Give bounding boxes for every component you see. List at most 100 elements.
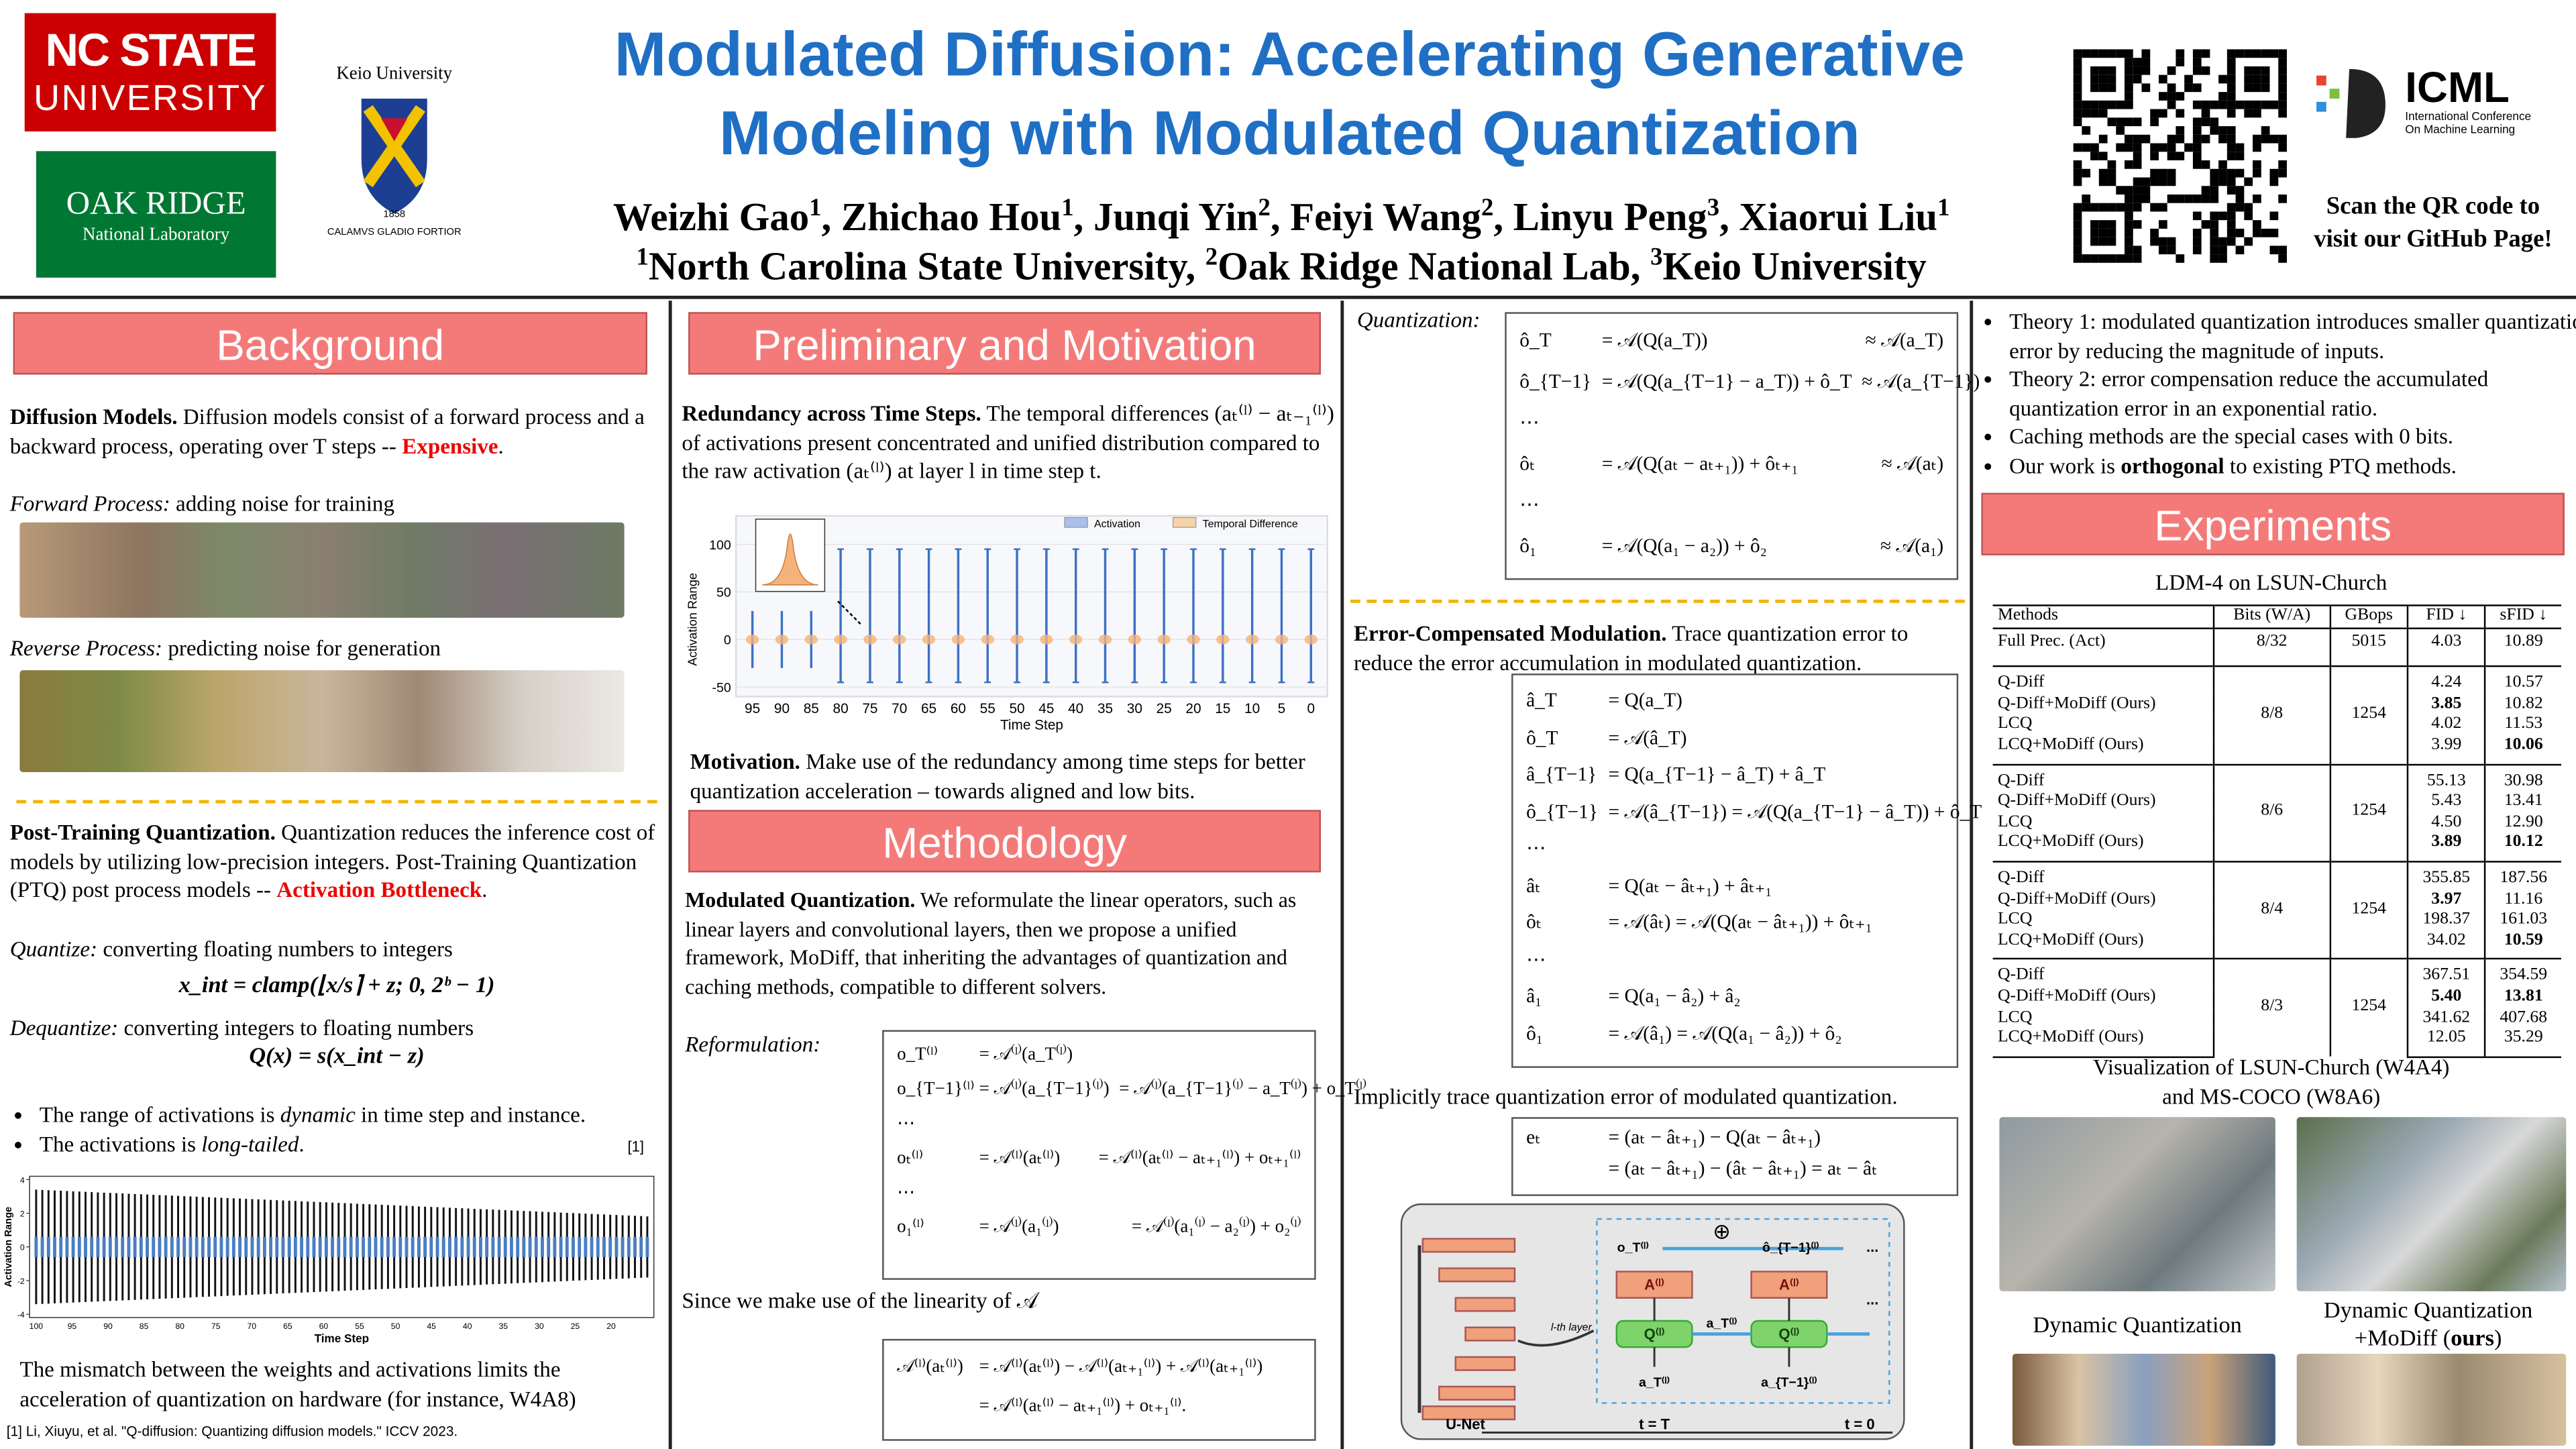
bullet: The range of activations is dynamic in t… xyxy=(40,1101,664,1130)
qr-module xyxy=(2278,92,2287,101)
affiliation-mark: 2 xyxy=(1205,244,1218,272)
equation-part: ô₁ xyxy=(1526,1021,1544,1044)
logo-text: National Laboratory xyxy=(83,225,230,245)
equation-part: = 𝒜(âₜ) = 𝒜(Q(aₜ − âₜ₊₁)) + ôₜ₊₁ xyxy=(1608,910,1872,934)
violin-box xyxy=(53,1236,56,1257)
separator: , xyxy=(821,197,841,240)
equation-part: eₜ xyxy=(1526,1125,1541,1148)
violin-box xyxy=(349,1236,353,1257)
data-row: Q-Diff 8/3 1254 367.51 354.59 xyxy=(1992,958,2561,1057)
violin-box xyxy=(59,1236,63,1257)
qr-module xyxy=(2090,254,2099,263)
sfid-cell: 35.29 xyxy=(2484,1028,2561,1058)
qr-module xyxy=(2201,134,2210,144)
section-heading: Preliminary and Motivation xyxy=(688,312,1321,375)
qr-module xyxy=(2133,117,2142,127)
y-tick-label: 2 xyxy=(20,1209,25,1218)
unet-block xyxy=(1421,1238,1516,1253)
formula: x_int = clamp(⌊x/s⌉ + z; 0, 2ᵇ − 1) xyxy=(178,974,495,999)
fid-cell: 3.85 xyxy=(2407,694,2485,716)
equation-line: â_T = Q(a_T) xyxy=(1526,682,1943,718)
qr-module xyxy=(2107,160,2116,169)
qr-module xyxy=(2141,177,2151,186)
qr-module xyxy=(2269,168,2279,178)
qr-module xyxy=(2082,143,2091,152)
data-row: Q-Diff+MoDiff (Ours) 3.97 11.16 xyxy=(1993,890,2561,911)
data-row: LCQ+MoDiff (Ours) 12.05 35.29 xyxy=(1992,1028,2561,1058)
violin-box xyxy=(441,1236,445,1257)
qr-module xyxy=(2098,49,2108,58)
separator: , xyxy=(1185,246,1205,290)
qr-module xyxy=(2150,228,2159,237)
violin-box xyxy=(541,1236,544,1257)
bullet: Caching methods are the special cases wi… xyxy=(2009,422,2576,451)
diff-violin xyxy=(951,634,965,645)
equation-part: = (aₜ − âₜ₊₁) − Q(aₜ − âₜ₊₁) xyxy=(1608,1125,1821,1148)
qr-module xyxy=(2210,117,2219,127)
equation-part: = 𝒜⁽ˡ⁾(aₜ⁽ˡ⁾) − 𝒜⁽ˡ⁾(aₜ₊₁⁽ˡ⁾) + 𝒜⁽ˡ⁾(aₜ₊… xyxy=(979,1356,1263,1377)
qr-module xyxy=(2125,228,2133,237)
violin-box xyxy=(318,1236,322,1257)
sfid-cell: 161.03 xyxy=(2484,910,2561,931)
paragraph: Forward Process: adding noise for traini… xyxy=(10,490,664,519)
qr-module xyxy=(2158,168,2167,178)
fid-cell: 4.02 xyxy=(2407,715,2485,737)
x-tick-label: 5 xyxy=(1278,701,1286,716)
header-cell: Bits (W/A) xyxy=(2212,604,2330,628)
qr-module xyxy=(2116,49,2125,58)
violin-box xyxy=(306,1236,310,1257)
x-axis-label: Time Step xyxy=(1000,717,1063,733)
violin-box xyxy=(158,1236,162,1257)
qr-module xyxy=(2278,58,2287,66)
x-tick-label: 95 xyxy=(745,701,760,716)
qr-module xyxy=(2210,237,2219,246)
table-wrap: Methods Bits (W/A) GBops FID ↓ sFID ↓ Full Pr… xyxy=(1992,604,2561,1058)
equation-part: ô_{T−1} xyxy=(1526,799,1598,822)
qr-module xyxy=(2269,49,2279,58)
qr-module xyxy=(2176,134,2185,144)
qr-module xyxy=(2226,49,2236,58)
author-name: Linyu Peng xyxy=(1513,197,1707,240)
legend-swatch xyxy=(1064,517,1088,528)
qr-module xyxy=(2278,74,2287,84)
qr-module xyxy=(2073,92,2082,101)
qr-module xyxy=(2107,220,2116,229)
equation-line: ô₁ = 𝒜(Q(a₁ − a₂)) + ô₂ ≈ 𝒜(a₁) xyxy=(1519,526,1943,567)
method-cell: LCQ+MoDiff (Ours) xyxy=(1997,930,2144,949)
diff-violin xyxy=(1069,634,1083,645)
equation-part: ≈ 𝒜(a₁) xyxy=(1880,533,1944,557)
qr-module xyxy=(2073,143,2082,152)
qr-module xyxy=(2133,74,2142,84)
equation-part: o_T⁽ˡ⁾ xyxy=(897,1044,938,1065)
qr-module xyxy=(2226,126,2236,135)
violin-box xyxy=(231,1236,235,1257)
qr-module xyxy=(2218,92,2227,101)
qr-module xyxy=(2090,74,2099,84)
data-row: Q-Diff 8/8 1254 4.24 10.57 xyxy=(1992,665,2561,764)
x-tick-label: 85 xyxy=(804,701,819,716)
qr-module xyxy=(2098,254,2108,263)
text: Diffusion models consist of a forward pr… xyxy=(9,404,645,458)
qr-module xyxy=(2073,228,2082,237)
qr-module xyxy=(2261,66,2270,75)
qr-module xyxy=(2269,177,2279,186)
equation-indent xyxy=(897,1387,969,1426)
equation-part: = Q(a₁ − â₂) + â₂ xyxy=(1608,983,1741,1008)
flow-arrow xyxy=(1653,1297,1790,1367)
diff-violin xyxy=(775,634,789,645)
qr-module xyxy=(2269,246,2279,255)
lead: Error-Compensated Modulation. xyxy=(1353,621,1667,646)
violin-box xyxy=(293,1236,297,1257)
highlight: Activation Bottleneck xyxy=(276,877,482,902)
qr-module xyxy=(2125,74,2133,84)
qr-module xyxy=(2253,66,2261,75)
qr-module xyxy=(2107,254,2116,263)
keio-logo: Keio University 1858 CALAMVS GLADIO FORT… xyxy=(312,62,476,243)
text: converting floating numbers to integers xyxy=(97,936,453,961)
qr-module xyxy=(2210,228,2219,237)
qr-module xyxy=(2133,220,2142,229)
x-tick-label: 60 xyxy=(319,1322,329,1331)
qr-module xyxy=(2150,168,2159,178)
